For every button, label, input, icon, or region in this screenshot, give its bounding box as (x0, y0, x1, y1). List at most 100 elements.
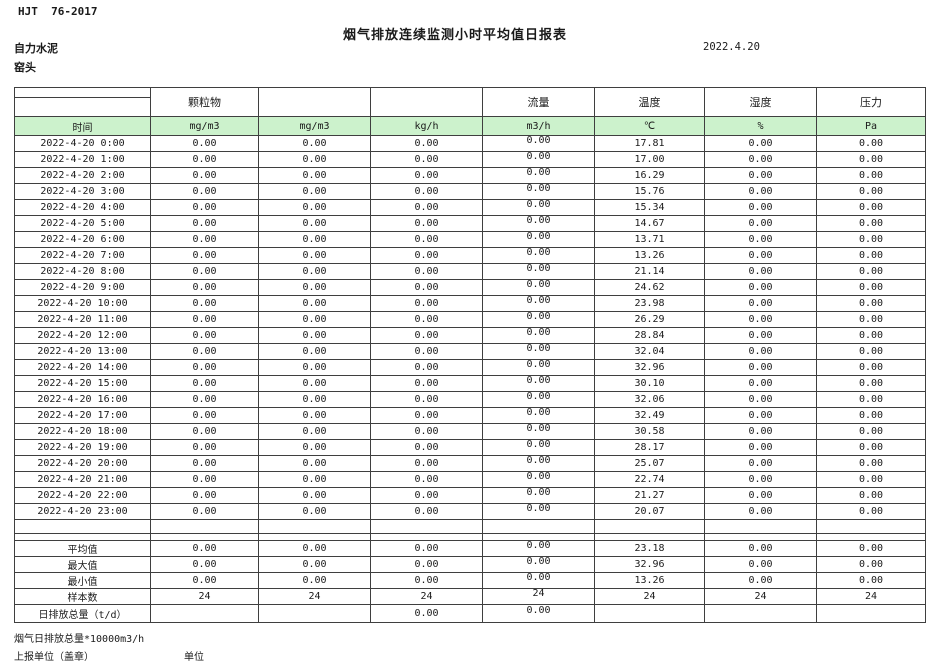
blank-cell (482, 533, 595, 541)
value-cell: 0.00 (482, 375, 595, 392)
summary-label-cell: 最小值 (14, 572, 151, 589)
unit-header-row: 时间 mg/m3 mg/m3 kg/h m3/h ℃ % Pa (14, 116, 926, 136)
unit-header-pressure: Pa (816, 116, 926, 136)
value-cell: 13.26 (594, 247, 705, 264)
value-cell: 0.00 (258, 151, 371, 168)
value-cell: 0.00 (704, 311, 817, 328)
value-cell: 0.00 (482, 263, 595, 280)
value-cell: 0.00 (150, 540, 259, 557)
value-cell: 0.00 (482, 279, 595, 296)
time-cell: 2022-4-20 10:00 (14, 295, 151, 312)
table-row: 2022-4-20 22:00 0.00 0.00 0.00 0.00 21.27 0.00… (14, 487, 926, 504)
value-cell: 32.96 (594, 359, 705, 376)
table-row: 2022-4-20 7:00 0.00 0.00 0.00 0.00 13.26 0.00 0… (14, 247, 926, 264)
report-table-wrap: 颗粒物 流量 温度 湿度 压力 时间 mg/m3 mg/m3 kg/h m3/h (14, 87, 926, 623)
value-cell: 0.00 (704, 231, 817, 248)
value-cell: 0.00 (150, 327, 259, 344)
report-unit-label: 上报单位（盖章） (14, 652, 94, 663)
table-row: 2022-4-20 3:00 0.00 0.00 0.00 0.00 15.76 0.00 0… (14, 183, 926, 200)
value-cell: 15.34 (594, 199, 705, 216)
value-cell: 0.00 (816, 183, 926, 200)
value-cell: 0.00 (482, 183, 595, 200)
time-cell: 2022-4-20 3:00 (14, 183, 151, 200)
blank-cell (14, 87, 151, 98)
table-row: 最小值 0.00 0.00 0.00 0.00 13.26 0.00 0.00 (14, 572, 926, 589)
table-row: 2022-4-20 19:00 0.00 0.00 0.00 0.00 28.17 0.00… (14, 439, 926, 456)
value-cell: 0.00 (482, 439, 595, 456)
value-cell: 0.00 (816, 279, 926, 296)
value-cell: 0.00 (370, 540, 483, 557)
value-cell: 0.00 (258, 471, 371, 488)
value-cell: 0.00 (150, 279, 259, 296)
value-cell: 14.67 (594, 215, 705, 232)
table-row: 2022-4-20 10:00 0.00 0.00 0.00 0.00 23.98 0.00… (14, 295, 926, 312)
page-title: 烟气排放连续监测小时平均值日报表 (342, 28, 567, 43)
unit-header-flow: m3/h (482, 116, 595, 136)
value-cell: 0.00 (816, 343, 926, 360)
value-cell: 0.00 (816, 167, 926, 184)
value-cell: 0.00 (704, 455, 817, 472)
value-cell: 0.00 (370, 455, 483, 472)
blank-cell (150, 519, 259, 534)
table-row: 2022-4-20 8:00 0.00 0.00 0.00 0.00 21.14 0.00 0… (14, 263, 926, 280)
table-row: 2022-4-20 6:00 0.00 0.00 0.00 0.00 13.71 0.00 0… (14, 231, 926, 248)
value-cell: 0.00 (150, 199, 259, 216)
summary-label-cell: 日排放总量（t/d） (14, 604, 151, 623)
value-cell: 0.00 (816, 572, 926, 589)
value-cell: 0.00 (704, 295, 817, 312)
blank-cell (816, 533, 926, 541)
value-cell: 0.00 (150, 295, 259, 312)
value-cell: 0.00 (704, 199, 817, 216)
value-cell: 0.00 (258, 540, 371, 557)
value-cell: 0.00 (704, 423, 817, 440)
value-cell (594, 604, 705, 623)
value-cell: 0.00 (150, 151, 259, 168)
value-cell: 22.74 (594, 471, 705, 488)
value-cell: 0.00 (482, 423, 595, 440)
value-cell: 24 (370, 588, 483, 605)
time-cell: 2022-4-20 16:00 (14, 391, 151, 408)
value-cell: 0.00 (150, 455, 259, 472)
value-cell: 26.29 (594, 311, 705, 328)
pollutant-header-humidity: 湿度 (704, 87, 817, 117)
time-cell: 2022-4-20 23:00 (14, 503, 151, 520)
value-cell: 0.00 (704, 572, 817, 589)
table-row: 2022-4-20 12:00 0.00 0.00 0.00 0.00 28.84 0.00… (14, 327, 926, 344)
value-cell: 0.00 (704, 556, 817, 573)
value-cell: 17.81 (594, 135, 705, 152)
pollutant-header-pressure: 压力 (816, 87, 926, 117)
value-cell: 0.00 (482, 327, 595, 344)
value-cell: 0.00 (816, 263, 926, 280)
table-row: 2022-4-20 20:00 0.00 0.00 0.00 0.00 25.07 0.00… (14, 455, 926, 472)
value-cell: 0.00 (370, 359, 483, 376)
blank-cell (704, 533, 817, 541)
value-cell: 0.00 (150, 439, 259, 456)
value-cell: 0.00 (816, 487, 926, 504)
report-table: 颗粒物 流量 温度 湿度 压力 时间 mg/m3 mg/m3 kg/h m3/h (14, 87, 926, 623)
value-cell: 0.00 (370, 263, 483, 280)
blank-cell (816, 519, 926, 534)
value-cell: 0.00 (816, 375, 926, 392)
value-cell: 28.17 (594, 439, 705, 456)
pollutant-header-blank-1 (258, 87, 371, 117)
value-cell: 0.00 (370, 151, 483, 168)
value-cell: 0.00 (370, 471, 483, 488)
value-cell: 24 (482, 588, 595, 605)
value-cell: 0.00 (258, 572, 371, 589)
time-cell: 2022-4-20 9:00 (14, 279, 151, 296)
value-cell: 0.00 (370, 375, 483, 392)
time-cell: 2022-4-20 6:00 (14, 231, 151, 248)
value-cell: 0.00 (370, 279, 483, 296)
value-cell: 0.00 (258, 215, 371, 232)
value-cell: 0.00 (370, 407, 483, 424)
unit-header-kgh: kg/h (370, 116, 483, 136)
value-cell: 0.00 (482, 407, 595, 424)
value-cell: 0.00 (150, 391, 259, 408)
value-cell: 0.00 (150, 215, 259, 232)
value-cell: 32.49 (594, 407, 705, 424)
value-cell: 0.00 (816, 135, 926, 152)
time-header: 时间 (14, 116, 151, 136)
value-cell: 0.00 (482, 455, 595, 472)
pollutant-header-temperature: 温度 (594, 87, 705, 117)
